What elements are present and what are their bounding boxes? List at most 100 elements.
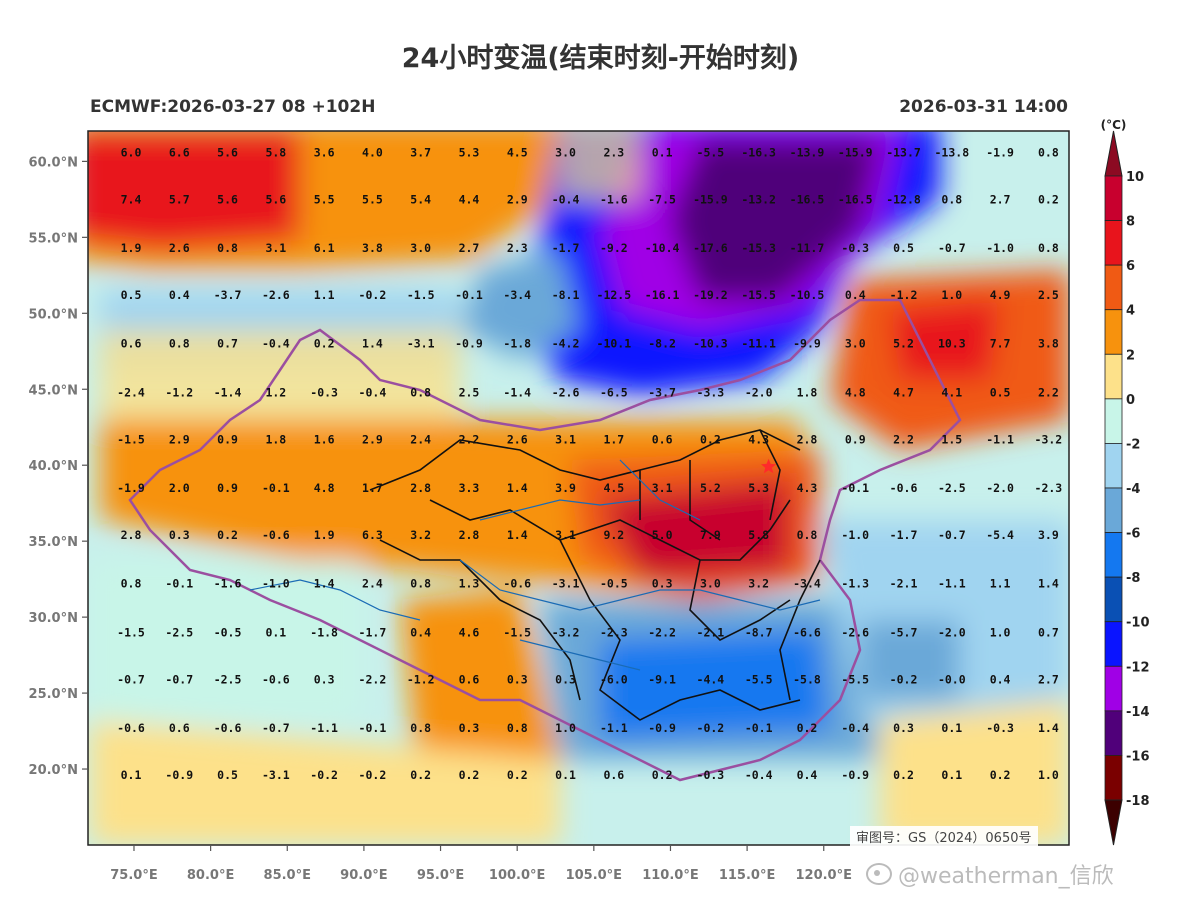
grid-value: 3.9 [1038, 528, 1059, 542]
grid-value: 1.4 [507, 528, 528, 542]
lon-tick-label: 90.0°E [340, 868, 387, 883]
grid-value: -15.3 [741, 241, 776, 255]
grid-value: -1.4 [503, 385, 531, 399]
grid-value: 4.0 [362, 145, 383, 159]
grid-value: 0.6 [121, 337, 142, 351]
grid-value: -0.1 [455, 288, 483, 302]
grid-value: -0.9 [841, 768, 869, 782]
grid-value: -0.5 [600, 577, 628, 591]
grid-value: -0.1 [262, 481, 290, 495]
grid-value: 2.5 [1038, 288, 1059, 302]
grid-value: 0.1 [941, 721, 962, 735]
colorbar-band [1104, 175, 1123, 221]
colorbar-tick-label: 8 [1126, 215, 1135, 230]
grid-value: -1.7 [552, 241, 580, 255]
grid-value: -1.6 [214, 577, 242, 591]
grid-value: -1.9 [117, 481, 145, 495]
map-frame [87, 130, 1070, 846]
grid-value: 5.5 [314, 192, 335, 206]
grid-value: 2.2 [1038, 385, 1059, 399]
grid-value: -0.7 [938, 528, 966, 542]
grid-value: -13.8 [935, 145, 970, 159]
grid-value: 3.1 [555, 432, 576, 446]
grid-value: 10.3 [938, 337, 966, 351]
grid-value: -1.5 [407, 288, 435, 302]
grid-value: 2.0 [169, 481, 190, 495]
grid-value: 2.7 [459, 241, 480, 255]
grid-value: -2.1 [890, 577, 918, 591]
watermark: @weatherman_信欣 [866, 858, 1114, 890]
weibo-logo-icon [866, 863, 892, 885]
grid-value: -16.5 [838, 192, 873, 206]
grid-value: -0.2 [890, 672, 918, 686]
grid-value: -0.7 [938, 241, 966, 255]
grid-value: -0.4 [359, 385, 387, 399]
grid-value: 1.3 [459, 577, 480, 591]
lat-tick-label: 20.0°N [29, 763, 78, 778]
grid-value: -3.1 [262, 768, 290, 782]
grid-value: -5.4 [986, 528, 1014, 542]
grid-value: 2.2 [459, 432, 480, 446]
colorbar-band [1104, 576, 1123, 623]
grid-value: 4.3 [748, 432, 769, 446]
grid-value: 3.8 [362, 241, 383, 255]
grid-value: -1.0 [986, 241, 1014, 255]
grid-value: -12.5 [597, 288, 632, 302]
grid-value: -2.5 [938, 481, 966, 495]
grid-value: 1.0 [990, 625, 1011, 639]
grid-value: 5.3 [459, 145, 480, 159]
grid-value: 1.4 [1038, 721, 1059, 735]
grid-value: 0.9 [845, 432, 866, 446]
grid-value: -0.4 [262, 337, 290, 351]
grid-value: -1.7 [359, 625, 387, 639]
grid-value: 6.0 [121, 145, 142, 159]
grid-value: 2.8 [410, 481, 431, 495]
colorbar-tick-label: 2 [1126, 348, 1135, 363]
grid-value: -10.3 [693, 337, 728, 351]
grid-value: -1.9 [986, 145, 1014, 159]
grid-value: 0.9 [217, 481, 238, 495]
grid-value: -9.2 [600, 241, 628, 255]
grid-value: 0.8 [410, 577, 431, 591]
grid-value: -3.2 [1035, 432, 1063, 446]
grid-value: 0.1 [265, 625, 286, 639]
grid-value: -0.5 [214, 625, 242, 639]
grid-value: -4.2 [552, 337, 580, 351]
grid-value: -11.7 [790, 241, 825, 255]
grid-value: 0.2 [507, 768, 528, 782]
grid-value: 1.9 [314, 528, 335, 542]
grid-value: 0.5 [217, 768, 238, 782]
grid-value: -2.6 [262, 288, 290, 302]
lon-tick-label: 75.0°E [110, 868, 157, 883]
grid-value: -3.4 [793, 577, 821, 591]
colorbar-tick-label: -6 [1126, 527, 1140, 542]
grid-value: 1.0 [941, 288, 962, 302]
grid-value: 0.2 [410, 768, 431, 782]
grid-value: 0.2 [652, 768, 673, 782]
grid-value: -16.3 [741, 145, 776, 159]
grid-value: 1.8 [265, 432, 286, 446]
grid-value: 5.0 [652, 528, 673, 542]
grid-value: -1.1 [600, 721, 628, 735]
colorbar-tick-label: 10 [1126, 170, 1144, 185]
grid-value: 2.4 [410, 432, 431, 446]
colorbar-tick-label: 6 [1126, 259, 1135, 274]
grid-value: -1.3 [841, 577, 869, 591]
grid-value: 3.2 [748, 577, 769, 591]
grid-value: -3.1 [407, 337, 435, 351]
chart-title: 24小时变温(结束时刻-开始时刻) [401, 43, 800, 74]
grid-value: 0.5 [893, 241, 914, 255]
colorbar-tick-label: -2 [1126, 437, 1140, 452]
grid-value: 1.5 [941, 432, 962, 446]
colorbar-tick-label: -14 [1126, 705, 1150, 720]
grid-value: -5.7 [890, 625, 918, 639]
grid-value: -6.6 [793, 625, 821, 639]
colorbar-band [1104, 353, 1123, 400]
colorbar-tick-label: -16 [1126, 749, 1150, 764]
colorbar-tick-label: 0 [1126, 393, 1135, 408]
grid-value: 3.0 [410, 241, 431, 255]
grid-value: -1.1 [986, 432, 1014, 446]
grid-value: -1.1 [938, 577, 966, 591]
grid-value: 0.4 [797, 768, 818, 782]
